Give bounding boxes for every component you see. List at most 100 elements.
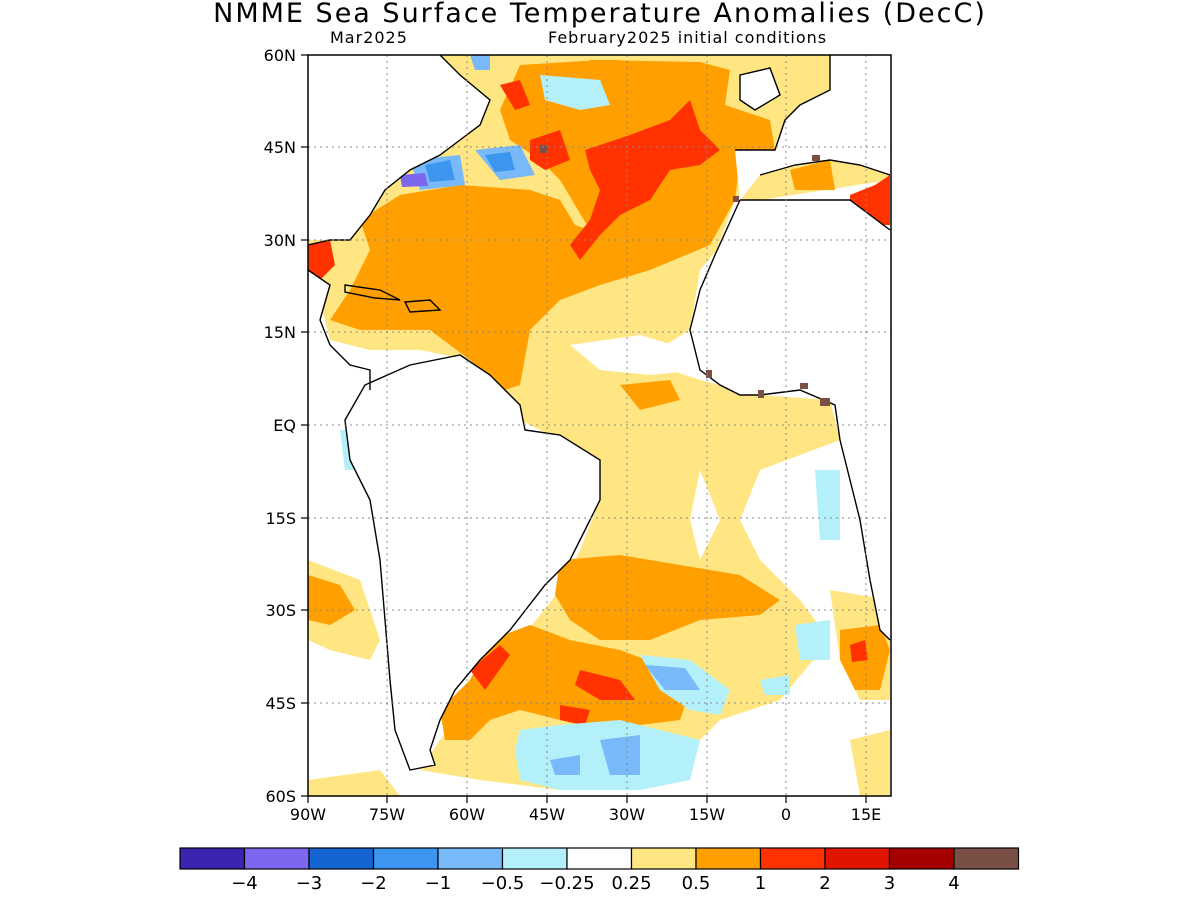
anomaly-region-neutral [690, 470, 720, 560]
anomaly-region-strong-warm [850, 640, 868, 662]
land-markers [540, 145, 830, 406]
colorbar-swatch [179, 847, 246, 870]
colorbar-swatch [630, 847, 697, 870]
colorbar-labels: −4 −3 −2 −1 −0.5 −0.25 0.25 0.5 1 2 3 4 [231, 873, 960, 894]
anomaly-region-cold [470, 55, 490, 70]
anomaly-region-neutral [570, 335, 700, 375]
colorbar-label: −1 [425, 873, 452, 894]
land-marker [800, 383, 808, 389]
land-marker [733, 196, 739, 202]
land-marker [820, 398, 830, 406]
anomaly-region-weak-cold [815, 470, 840, 540]
colorbar-label: 2 [819, 873, 830, 894]
land-africa [690, 200, 890, 640]
anomaly-region-weak-cold [760, 675, 790, 695]
colorbar-label: 0.25 [611, 873, 651, 894]
colorbar-swatch [501, 847, 568, 870]
coastline-british-isles [739, 67, 781, 111]
lat-label: 60N [264, 46, 296, 65]
anomaly-region-weak-cold [795, 620, 830, 660]
coastline-europe [735, 55, 831, 151]
lat-label: 30N [264, 231, 296, 250]
colorbar-swatch [695, 847, 762, 870]
anomaly-region-strong-warm [570, 100, 720, 260]
initial-conditions: February2025 initial conditions [548, 28, 828, 47]
anomaly-field [308, 55, 890, 796]
anomaly-region-cold [600, 735, 640, 775]
land-marker [812, 155, 820, 161]
lon-label: 45W [529, 805, 565, 824]
lat-label: 60S [265, 787, 296, 806]
coastline-hispaniola [403, 299, 442, 313]
lon-label: 0 [781, 805, 791, 824]
colorbar-label: 3 [884, 873, 895, 894]
anomaly-region-cold [550, 755, 580, 775]
lon-label: 90W [290, 805, 326, 824]
colorbar-label: 1 [755, 873, 766, 894]
land-south-america [345, 355, 600, 770]
axis-ticks [301, 54, 867, 803]
anomaly-region-weak-warm [308, 770, 400, 796]
coastlines [308, 55, 891, 771]
gridlines [308, 55, 891, 796]
colorbar-label: −2 [360, 873, 387, 894]
land-marker [706, 370, 712, 378]
anomaly-region-moderate-warm [555, 555, 780, 640]
colorbar-swatch [437, 847, 504, 870]
colorbar-label: 0.5 [682, 873, 711, 894]
lat-label: EQ [273, 416, 296, 435]
colorbar-label: −3 [296, 873, 323, 894]
coastline-south-america [344, 354, 601, 771]
anomaly-region-strong-cold [485, 152, 515, 172]
forecast-month: Mar2025 [330, 28, 408, 47]
lat-label: 30S [265, 601, 296, 620]
anomaly-region-strong-warm [575, 670, 635, 700]
anomaly-region-moderate-warm [590, 60, 620, 72]
anomaly-region-strong-warm [308, 240, 335, 285]
anomaly-region-very-cold [400, 173, 428, 187]
anomaly-region-strong-warm [560, 705, 590, 725]
colorbar-label: −4 [231, 873, 258, 894]
anomaly-region-strong-cold [425, 160, 455, 182]
colorbar-swatch [888, 847, 955, 870]
colorbar-swatch [759, 847, 826, 870]
coastline-mediterranean [740, 199, 891, 231]
coastline-africa [689, 199, 891, 641]
colorbar-label: −0.5 [481, 873, 525, 894]
lat-labels: 60N 45N 30N 15N EQ 15S 30S 45S 60S [264, 46, 296, 806]
lon-label: 30W [609, 805, 645, 824]
lat-label: 15N [264, 323, 296, 342]
lat-label: 45S [265, 694, 296, 713]
coastline-europe-south [759, 159, 891, 176]
anomaly-region-strong-warm [500, 80, 530, 110]
colorbar-label: 4 [948, 873, 959, 894]
anomaly-region-strong-warm [470, 645, 510, 690]
anomaly-region-cold [645, 665, 700, 690]
anomaly-region-moderate-warm [620, 380, 680, 410]
map-title: NMME Sea Surface Temperature Anomalies (… [213, 0, 987, 29]
coastline-cuba [344, 284, 401, 301]
anomaly-region-moderate-warm [790, 160, 835, 190]
anomaly-region-strong-warm [530, 130, 570, 170]
colorbar-swatch [372, 847, 439, 870]
lon-labels: 90W 75W 60W 45W 30W 15W 0 15E [290, 805, 881, 824]
land-marker [758, 390, 764, 398]
colorbar-label: −0.25 [539, 873, 594, 894]
land-marker [540, 145, 548, 153]
lat-label: 45N [264, 138, 296, 157]
land-central-america [308, 270, 370, 390]
colorbar-swatch [953, 847, 1020, 870]
coastline-north-america [308, 55, 491, 246]
lon-label: 60W [449, 805, 485, 824]
colorbar-swatch [566, 847, 633, 870]
coastline-central-america [308, 269, 371, 390]
colorbar [179, 847, 1020, 870]
anomaly-region-weak-cold [540, 75, 610, 110]
lon-label: 15E [851, 805, 881, 824]
colorbar-swatch [243, 847, 310, 870]
land-europe [735, 55, 890, 200]
anomaly-region-weak-warm [850, 730, 890, 796]
lon-label: 15W [689, 805, 725, 824]
lon-label: 75W [369, 805, 405, 824]
